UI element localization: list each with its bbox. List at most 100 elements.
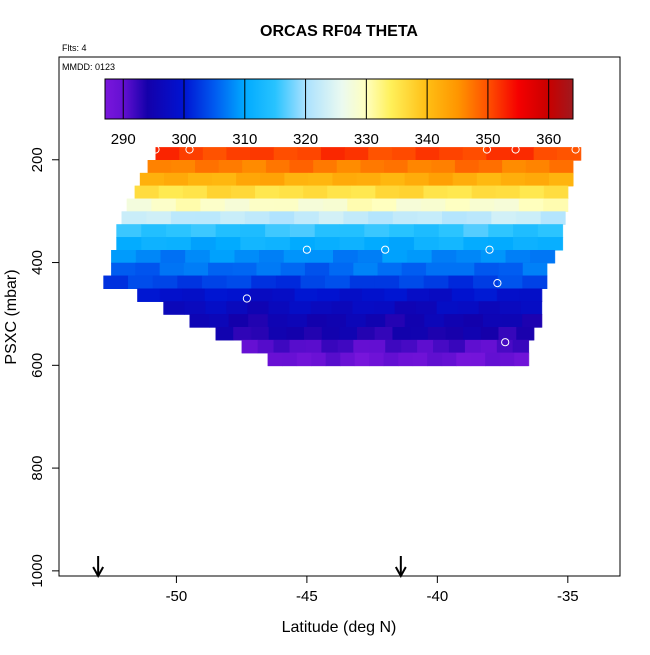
theta-cell <box>159 262 185 277</box>
theta-cell <box>474 262 499 277</box>
theta-cell <box>364 224 390 238</box>
theta-cell <box>212 172 237 187</box>
theta-cell <box>310 301 332 315</box>
theta-cell <box>103 275 129 289</box>
flight-point <box>571 145 580 154</box>
theta-cell <box>234 250 260 264</box>
theta-cell <box>404 172 430 187</box>
theta-cell <box>268 301 290 315</box>
theta-cell <box>530 250 556 264</box>
theta-cell <box>152 275 178 289</box>
flights-note: Flts: 4 <box>62 43 87 53</box>
theta-cell <box>469 198 495 212</box>
theta-cell <box>463 327 482 341</box>
theta-cell <box>329 262 354 277</box>
theta-cell <box>368 211 394 225</box>
flight-points <box>101 145 580 573</box>
theta-cell <box>423 185 448 200</box>
flight-point <box>263 559 272 568</box>
theta-cell <box>557 147 582 161</box>
theta-cell <box>251 275 277 289</box>
theta-cell <box>520 301 543 315</box>
theta-cell <box>259 250 285 264</box>
theta-cell <box>137 288 161 302</box>
theta-cell <box>273 147 298 161</box>
theta-cell <box>443 314 464 328</box>
theta-cell <box>513 237 539 251</box>
theta-cell <box>425 262 451 277</box>
theta-cell <box>220 211 246 225</box>
theta-cell <box>226 147 251 161</box>
theta-cell <box>215 224 241 238</box>
theta-cell <box>182 288 206 302</box>
theta-cell <box>415 147 440 161</box>
theta-cell <box>294 288 318 302</box>
theta-cell <box>448 339 466 354</box>
theta-cell <box>151 198 177 212</box>
theta-cell <box>450 262 475 277</box>
y-tick-label: 600 <box>29 353 46 378</box>
theta-cell <box>377 262 403 277</box>
flight-point <box>302 245 311 254</box>
theta-cell <box>473 275 499 289</box>
theta-cell <box>441 352 457 367</box>
theta-cell <box>283 250 309 264</box>
theta-cell <box>488 237 514 251</box>
theta-cell <box>417 339 434 354</box>
theta-cell <box>346 314 367 328</box>
theta-cell <box>185 250 211 264</box>
theta-cell <box>308 250 334 264</box>
theta-cell <box>314 224 340 238</box>
theta-cell <box>368 147 393 161</box>
theta-cell <box>289 160 314 174</box>
theta-cell <box>357 250 383 264</box>
theta-cell <box>494 198 520 212</box>
theta-cell <box>317 288 340 302</box>
theta-cell <box>510 147 535 161</box>
theta-cell <box>337 339 354 354</box>
y-tick-label: 200 <box>29 147 46 172</box>
theta-cell <box>549 160 574 174</box>
theta-cell <box>240 237 266 251</box>
theta-cell <box>321 339 338 354</box>
theta-cell <box>272 288 296 302</box>
theta-cell <box>280 262 306 277</box>
theta-cell <box>306 314 327 328</box>
colorbar-tick-label: 330 <box>354 131 379 148</box>
colorbar-tick-label: 310 <box>232 131 257 148</box>
theta-cell <box>201 275 227 289</box>
theta-cell <box>135 262 161 277</box>
theta-cell <box>427 352 443 367</box>
theta-cell <box>533 147 558 161</box>
theta-cell <box>471 185 497 200</box>
theta-cell <box>401 262 427 277</box>
theta-cell <box>445 198 471 212</box>
theta-cell <box>257 339 274 354</box>
theta-cell <box>188 172 213 187</box>
theta-cell <box>495 185 521 200</box>
flight-point <box>501 338 510 347</box>
theta-cell <box>289 224 316 238</box>
theta-cell <box>392 327 411 341</box>
flight-point <box>101 415 111 424</box>
theta-cell <box>200 198 226 212</box>
theta-cell <box>166 237 192 251</box>
theta-cell <box>164 172 189 187</box>
theta-cell <box>374 327 393 341</box>
y-tick-label: 400 <box>29 250 46 275</box>
colorbar-tick-label: 290 <box>111 131 136 148</box>
theta-cell <box>134 185 160 200</box>
flight-point <box>242 294 251 303</box>
theta-cell <box>373 301 396 315</box>
theta-cell <box>111 250 137 264</box>
theta-cell <box>179 147 204 161</box>
theta-cell <box>325 352 341 367</box>
theta-cell <box>522 262 548 277</box>
theta-cell <box>155 147 180 161</box>
theta-cell <box>478 160 503 174</box>
theta-cell <box>401 339 418 354</box>
theta-cell <box>275 275 301 289</box>
theta-cell <box>351 185 376 200</box>
theta-cell <box>439 147 464 161</box>
colorbar-tick-label: 360 <box>536 131 561 148</box>
